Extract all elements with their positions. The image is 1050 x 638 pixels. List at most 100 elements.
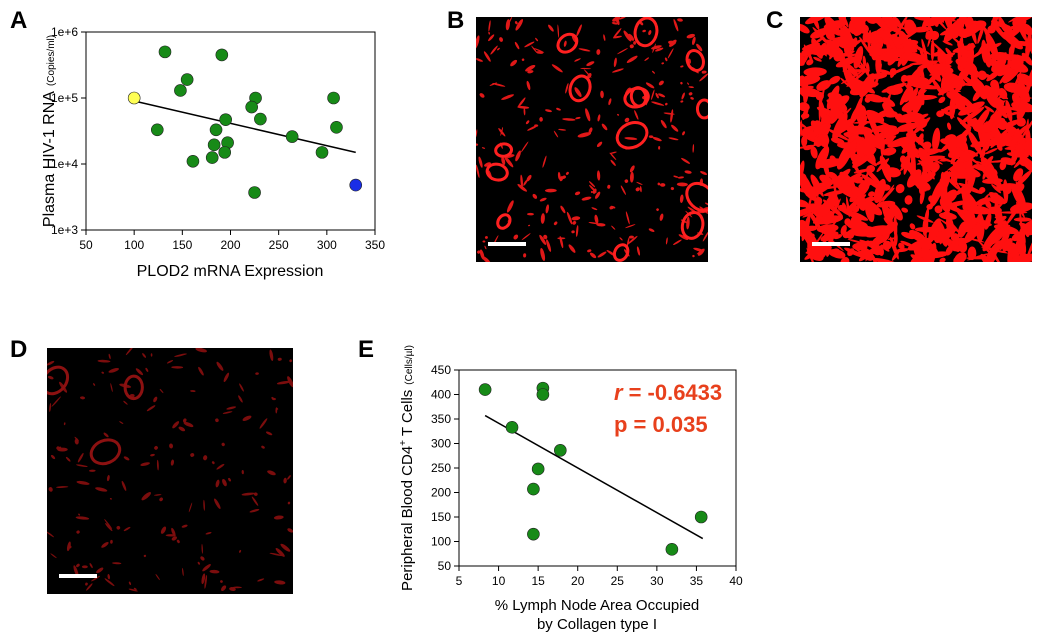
- fiber: [688, 92, 693, 96]
- fiber: [934, 226, 957, 244]
- fiber: [857, 244, 875, 255]
- fiber: [853, 46, 864, 69]
- fiber: [938, 96, 946, 104]
- fiber: [51, 396, 61, 407]
- fiber: [680, 81, 683, 85]
- vessel: [496, 213, 512, 230]
- fiber: [590, 190, 593, 194]
- fiber: [563, 40, 567, 47]
- point: [505, 421, 519, 434]
- fiber: [609, 151, 617, 154]
- x-axis-label: PLOD2 mRNA Expression: [137, 263, 324, 280]
- fiber: [880, 134, 885, 157]
- fiber: [813, 134, 825, 146]
- fiber: [1002, 31, 1023, 50]
- fiber: [617, 48, 628, 55]
- fiber: [830, 95, 850, 111]
- micrograph-texture: [800, 17, 1032, 262]
- fiber: [652, 70, 655, 74]
- fiber: [169, 443, 174, 449]
- fiber: [135, 368, 144, 376]
- fiber: [171, 366, 184, 369]
- fiber: [626, 236, 630, 247]
- fiber: [532, 193, 538, 199]
- fiber: [106, 474, 110, 482]
- fiber: [930, 39, 935, 61]
- fiber: [499, 37, 503, 42]
- fiber: [76, 480, 90, 485]
- fiber: [991, 57, 1007, 73]
- fiber: [561, 175, 566, 179]
- fiber: [232, 586, 242, 589]
- fiber: [684, 170, 692, 174]
- fiber: [872, 258, 898, 262]
- fiber: [676, 182, 688, 187]
- fiber: [824, 195, 834, 213]
- fiber: [619, 237, 623, 241]
- fiber: [639, 186, 642, 193]
- fiber: [1013, 217, 1032, 222]
- fiber: [613, 57, 617, 68]
- fiber: [802, 106, 809, 120]
- fiber: [123, 400, 128, 405]
- fiber: [876, 200, 896, 208]
- fiber: [944, 17, 957, 21]
- x-axis-label: % Lymph Node Area Occupied: [495, 597, 700, 614]
- fiber: [946, 141, 960, 160]
- fiber: [624, 117, 630, 123]
- vessel: [685, 181, 708, 213]
- fiber: [201, 573, 206, 585]
- fiber: [968, 71, 991, 78]
- fiber: [1012, 67, 1026, 73]
- fiber: [865, 93, 884, 103]
- micrograph: [800, 17, 1032, 262]
- fiber: [624, 137, 638, 140]
- fiber: [663, 112, 675, 115]
- fiber: [673, 18, 679, 32]
- fiber: [596, 141, 603, 148]
- point: [174, 84, 187, 97]
- annotation-text: p = 0.035: [614, 412, 708, 437]
- fiber: [878, 187, 895, 203]
- fiber: [808, 44, 832, 56]
- fiber: [644, 57, 650, 61]
- fiber: [166, 360, 174, 364]
- fiber: [517, 183, 527, 192]
- fiber: [979, 220, 987, 227]
- fiber: [221, 585, 227, 592]
- fiber: [103, 432, 109, 438]
- fiber: [813, 56, 822, 62]
- fiber: [907, 41, 931, 55]
- fiber: [535, 37, 539, 42]
- fiber: [143, 554, 147, 558]
- point: [207, 138, 221, 152]
- fiber: [488, 31, 490, 35]
- fiber: [835, 56, 859, 68]
- fiber: [681, 157, 691, 164]
- fiber: [216, 463, 225, 470]
- fiber: [517, 106, 530, 109]
- fiber: [859, 61, 874, 84]
- fiber: [828, 75, 841, 85]
- fiber: [677, 18, 683, 22]
- fiber: [803, 44, 814, 63]
- fiber: [648, 135, 654, 138]
- vessel: [568, 74, 592, 103]
- y-tick-label: 1e+3: [51, 223, 78, 237]
- fiber: [275, 407, 278, 414]
- fiber: [226, 406, 237, 410]
- fiber: [591, 207, 598, 211]
- fiber: [110, 539, 113, 544]
- fiber: [939, 178, 947, 186]
- fiber: [104, 578, 115, 587]
- fiber: [659, 183, 666, 187]
- fiber: [800, 90, 816, 95]
- fiber: [964, 222, 982, 244]
- fiber: [960, 209, 975, 216]
- fiber: [183, 418, 187, 423]
- fiber: [1008, 20, 1027, 39]
- fiber: [671, 124, 679, 132]
- fiber: [635, 187, 640, 192]
- fiber: [89, 469, 96, 472]
- fiber: [802, 211, 817, 218]
